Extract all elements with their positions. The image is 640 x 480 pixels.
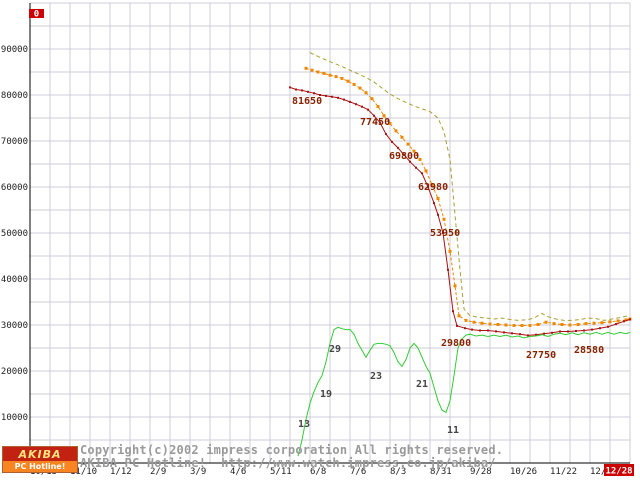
copyright-text: Copyright(c)2002 impress corporation All… (80, 443, 504, 457)
svg-text:62980: 62980 (418, 182, 448, 193)
svg-text:10/26: 10/26 (510, 467, 537, 477)
svg-text:0: 0 (34, 10, 39, 20)
svg-text:12/28: 12/28 (605, 467, 632, 477)
svg-text:81650: 81650 (292, 96, 322, 107)
logo-akiba-text: AKIBA (18, 447, 62, 461)
series-shop-count (297, 326, 631, 457)
svg-text:4/6: 4/6 (230, 467, 246, 477)
svg-text:29: 29 (329, 344, 341, 355)
y-axis-labels: 90000 80000 70000 60000 50000 40000 30000 20000… (1, 45, 28, 423)
logo-top-band: AKIBA (3, 447, 77, 461)
axis-top-badge: 0 (29, 9, 44, 20)
svg-text:2/9: 2/9 (150, 467, 166, 477)
svg-text:9/28: 9/28 (470, 467, 492, 477)
data-labels: 81650 77450 69800 62980 53950 29800 27750 28580… (292, 96, 604, 436)
svg-text:6/8: 6/8 (310, 467, 326, 477)
svg-text:5/11: 5/11 (270, 467, 292, 477)
series-high-price (309, 52, 629, 321)
svg-text:40000: 40000 (1, 275, 28, 285)
svg-text:70000: 70000 (1, 137, 28, 147)
x-axis-labels: 10/13 11/10 1/12 2/9 3/9 4/6 5/11 6/8 7/6 8/3 8/31… (30, 467, 617, 477)
svg-text:80000: 80000 (1, 91, 28, 101)
svg-text:12/21: 12/21 (590, 467, 617, 477)
site-url-text: AKIBA PC Hotline! http://www.watch.impre… (80, 456, 496, 470)
svg-text:19: 19 (320, 389, 332, 400)
logo-hotline-band: PC Hotline! (3, 461, 77, 472)
svg-text:53950: 53950 (430, 228, 460, 239)
logo-hotline-text: PC Hotline! (14, 461, 66, 471)
grid (30, 2, 631, 463)
svg-text:10000: 10000 (1, 413, 28, 423)
svg-text:1/12: 1/12 (110, 467, 132, 477)
svg-text:7/6: 7/6 (350, 467, 366, 477)
svg-text:13: 13 (298, 419, 310, 430)
current-date-badge: 12/28 (604, 464, 634, 477)
svg-text:3/9: 3/9 (190, 467, 206, 477)
axes (29, 3, 630, 464)
svg-text:11: 11 (447, 425, 459, 436)
akiba-pc-hotline-logo: AKIBA PC Hotline! (2, 446, 78, 473)
svg-text:77450: 77450 (360, 117, 390, 128)
svg-text:20000: 20000 (1, 367, 28, 377)
series-low-price (289, 86, 631, 337)
svg-text:27750: 27750 (526, 350, 556, 361)
svg-text:8/31: 8/31 (430, 467, 452, 477)
svg-text:50000: 50000 (1, 229, 28, 239)
svg-text:69800: 69800 (389, 151, 419, 162)
svg-text:11/10: 11/10 (70, 467, 97, 477)
svg-text:8/3: 8/3 (390, 467, 406, 477)
svg-text:60000: 60000 (1, 183, 28, 193)
svg-text:30000: 30000 (1, 321, 28, 331)
svg-text:23: 23 (370, 371, 382, 382)
svg-text:29800: 29800 (441, 338, 471, 349)
svg-text:90000: 90000 (1, 45, 28, 55)
series-mid-price (304, 66, 632, 327)
svg-text:28580: 28580 (574, 345, 604, 356)
svg-text:11/22: 11/22 (550, 467, 577, 477)
svg-text:21: 21 (416, 379, 428, 390)
